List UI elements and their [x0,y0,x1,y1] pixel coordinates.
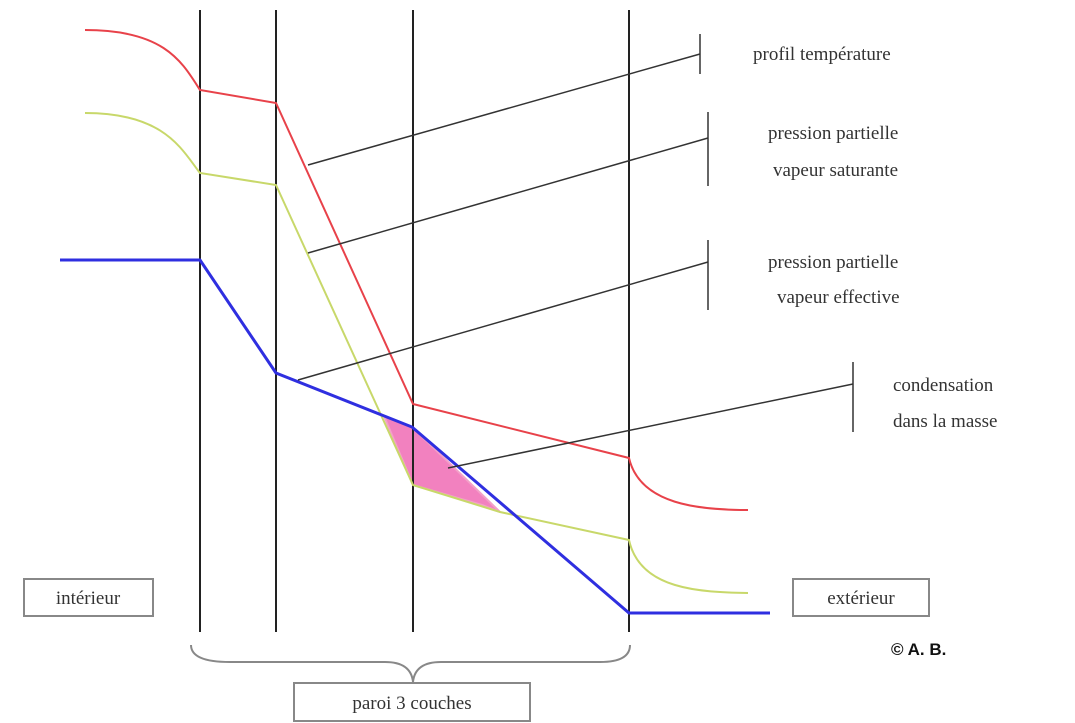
wall-layer-lines [199,10,630,632]
label-saturated-line2: vapeur saturante [773,160,898,181]
label-temperature: profil température [753,44,891,65]
condensation-zone [382,414,501,513]
exterior-box [792,578,930,617]
label-condensation-line1: condensation [893,375,994,396]
exterior-label: extérieur [827,588,895,609]
leader-effective [297,261,709,381]
copyright-text: © A. B. [891,640,946,659]
interior-label: intérieur [56,588,121,609]
leader-temperature [307,53,701,166]
label-effective-line2: vapeur effective [777,287,900,308]
label-effective-line1: pression partielle [768,252,898,273]
wall-label: paroi 3 couches [352,693,471,714]
wall-brace [190,644,631,683]
temperature-curve [84,29,749,511]
leader-lines [297,34,854,469]
interior-box [23,578,154,617]
saturated-pressure-curve [84,112,749,594]
leader-saturated [307,137,709,254]
wall-box [293,682,531,722]
leader-condensation [447,383,854,469]
label-saturated-line1: pression partielle [768,123,898,144]
label-condensation-line2: dans la masse [893,411,997,432]
effective-pressure-curve [60,258,770,615]
